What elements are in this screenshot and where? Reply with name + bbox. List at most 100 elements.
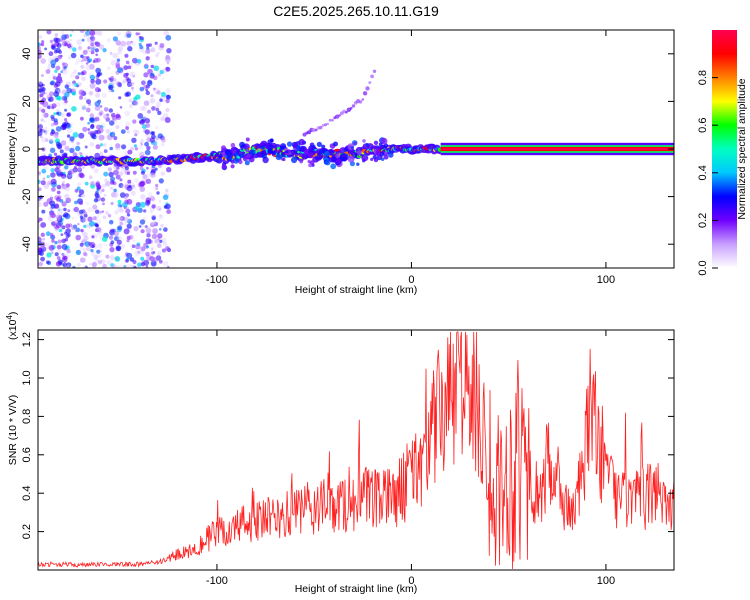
noise-speckle	[140, 229, 145, 234]
noise-speckle	[62, 68, 68, 75]
noise-speckle	[162, 194, 169, 201]
noise-speckle	[150, 64, 154, 69]
noise-speckle	[72, 224, 78, 229]
noise-speckle	[87, 128, 91, 131]
noise-speckle	[47, 65, 51, 69]
noise-speckle	[82, 216, 89, 223]
snr-ytick-label: 1.2	[21, 332, 33, 347]
ridge-lobe	[308, 163, 313, 168]
noise-speckle	[130, 146, 135, 151]
noise-speckle	[154, 126, 159, 130]
noise-speckle	[151, 251, 155, 255]
noise-speckle	[115, 40, 122, 46]
noise-speckle	[88, 175, 93, 180]
snr-ytick-label: 0.4	[21, 486, 33, 501]
noise-speckle	[38, 54, 42, 59]
noise-speckle	[155, 107, 160, 112]
snr-ytick-label: 0.8	[21, 409, 33, 424]
noise-speckle	[154, 239, 159, 244]
harmonic-point	[345, 110, 348, 114]
harmonic-point	[351, 104, 356, 108]
noise-speckle	[82, 251, 87, 256]
noise-speckle	[146, 166, 149, 170]
noise-speckle	[89, 30, 96, 36]
noise-speckle	[139, 45, 144, 50]
noise-speckle	[60, 70, 64, 73]
noise-speckle	[117, 46, 123, 52]
noise-speckle	[102, 215, 107, 220]
noise-speckle	[131, 89, 135, 92]
harmonic-point	[321, 123, 325, 127]
noise-speckle	[83, 33, 88, 38]
noise-speckle	[54, 134, 59, 139]
ridge-lobe	[267, 139, 273, 145]
noise-speckle	[145, 123, 151, 128]
noise-speckle	[95, 41, 101, 47]
noise-speckle	[96, 227, 102, 233]
noise-speckle	[148, 192, 153, 197]
noise-speckle	[89, 220, 95, 227]
noise-speckle	[116, 31, 122, 36]
noise-speckle	[113, 230, 120, 237]
harmonic-point	[326, 122, 329, 126]
noise-speckle	[106, 38, 111, 43]
noise-speckle	[126, 185, 133, 192]
noise-speckle	[50, 144, 54, 147]
noise-speckle	[143, 72, 149, 78]
noise-speckle	[76, 39, 83, 46]
colorbar-strip	[712, 30, 737, 268]
noise-speckle	[67, 209, 71, 213]
noise-speckle	[56, 143, 63, 149]
noise-speckle	[86, 56, 90, 60]
noise-speckle	[66, 264, 70, 268]
noise-speckle	[160, 223, 165, 228]
ridge-lobe	[267, 148, 274, 155]
noise-speckle	[67, 175, 72, 180]
noise-speckle	[64, 99, 68, 104]
noise-speckle	[156, 90, 161, 95]
noise-speckle	[109, 247, 115, 253]
spectrogram-ytick-label: 40	[21, 48, 33, 60]
noise-speckle	[156, 205, 162, 211]
noise-speckle	[125, 217, 131, 222]
noise-speckle	[100, 125, 104, 129]
noise-speckle	[79, 246, 84, 251]
noise-speckle	[95, 67, 102, 74]
noise-speckle	[38, 108, 42, 113]
noise-speckle	[56, 108, 60, 112]
noise-speckle	[163, 32, 166, 35]
noise-speckle	[82, 247, 88, 253]
noise-speckle	[127, 179, 132, 184]
noise-speckle	[105, 211, 110, 216]
noise-speckle	[76, 58, 81, 64]
harmonic-point	[328, 118, 332, 122]
noise-speckle	[87, 207, 93, 213]
noise-speckle	[100, 259, 106, 265]
noise-speckle	[126, 206, 129, 210]
noise-speckle	[97, 111, 103, 117]
noise-speckle	[94, 116, 100, 122]
noise-speckle	[138, 225, 142, 228]
noise-speckle	[155, 52, 160, 57]
ridge-lobe	[230, 164, 235, 169]
noise-speckle	[87, 110, 91, 113]
noise-speckle	[133, 144, 137, 148]
snr-scale-close: )	[7, 312, 19, 316]
noise-speckle	[75, 234, 82, 241]
noise-speckle	[72, 132, 79, 138]
noise-speckle	[62, 180, 65, 184]
ridge-lobe	[231, 148, 237, 154]
noise-speckle	[78, 189, 85, 195]
noise-speckle	[45, 231, 51, 237]
noise-speckle	[79, 152, 83, 156]
ridge-lobe	[275, 154, 282, 161]
noise-speckle	[64, 108, 68, 112]
noise-speckle	[155, 255, 162, 261]
noise-speckle	[167, 265, 170, 268]
noise-speckle	[91, 235, 95, 239]
noise-speckle	[55, 126, 62, 132]
noise-speckle	[125, 259, 129, 263]
noise-speckle	[146, 233, 151, 238]
noise-speckle	[161, 117, 165, 121]
noise-speckle	[43, 130, 47, 134]
